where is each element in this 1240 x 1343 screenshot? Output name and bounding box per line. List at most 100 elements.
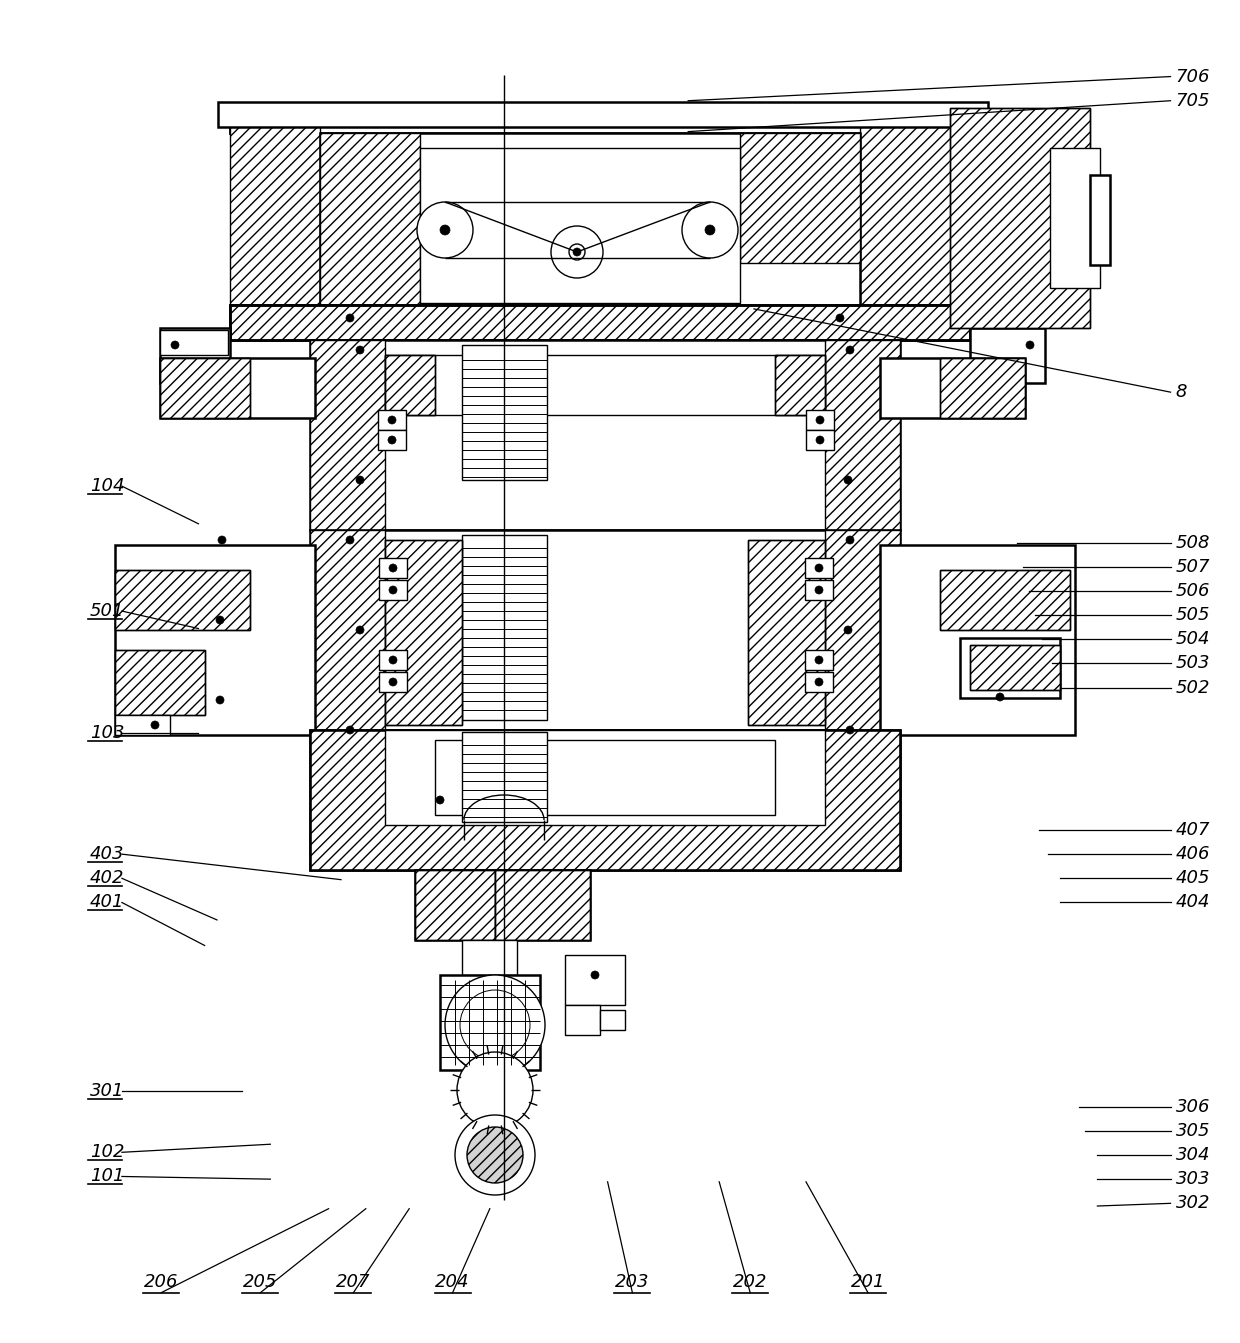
Text: 302: 302 <box>1176 1194 1210 1213</box>
Text: 103: 103 <box>91 724 124 743</box>
Bar <box>940 569 1070 630</box>
Bar <box>384 540 463 725</box>
Bar <box>310 731 900 870</box>
Text: 506: 506 <box>1176 582 1210 600</box>
Circle shape <box>591 971 599 979</box>
Circle shape <box>436 796 444 804</box>
Bar <box>1050 148 1100 287</box>
Circle shape <box>996 693 1004 701</box>
Circle shape <box>346 314 353 322</box>
Text: 203: 203 <box>615 1273 650 1291</box>
Bar <box>160 330 228 355</box>
Text: 305: 305 <box>1176 1121 1210 1140</box>
Text: 102: 102 <box>91 1143 124 1162</box>
Bar <box>384 355 435 415</box>
Text: 206: 206 <box>144 1273 179 1291</box>
Bar <box>950 107 1090 328</box>
Circle shape <box>460 990 529 1060</box>
Bar <box>310 530 900 731</box>
Text: 202: 202 <box>733 1273 768 1291</box>
Bar <box>378 430 405 450</box>
Bar <box>950 107 1090 328</box>
Text: 104: 104 <box>91 477 124 496</box>
Circle shape <box>844 626 852 634</box>
Text: 507: 507 <box>1176 557 1210 576</box>
Circle shape <box>389 655 397 663</box>
Bar <box>748 540 825 725</box>
Bar <box>805 580 833 600</box>
Bar <box>463 345 547 479</box>
Circle shape <box>389 586 397 594</box>
Bar <box>160 328 229 383</box>
Bar <box>805 557 833 577</box>
Text: 101: 101 <box>91 1167 124 1186</box>
Bar <box>463 732 547 822</box>
Bar <box>495 870 590 940</box>
Circle shape <box>846 346 854 355</box>
Bar <box>378 410 405 430</box>
Bar <box>379 650 407 670</box>
Circle shape <box>815 564 823 572</box>
Circle shape <box>816 436 825 445</box>
Bar <box>880 545 1075 735</box>
Circle shape <box>445 975 546 1074</box>
Bar <box>115 714 170 735</box>
Bar <box>748 540 825 725</box>
Text: 502: 502 <box>1176 678 1210 697</box>
Circle shape <box>815 655 823 663</box>
Bar <box>415 870 495 940</box>
Text: 706: 706 <box>1176 67 1210 86</box>
Bar <box>384 731 825 825</box>
Bar <box>880 359 1025 418</box>
Bar <box>115 545 315 735</box>
Bar <box>940 359 1025 418</box>
Text: 304: 304 <box>1176 1146 1210 1164</box>
Circle shape <box>417 201 472 258</box>
Bar <box>160 359 250 418</box>
Bar <box>229 105 970 133</box>
Text: 207: 207 <box>336 1273 371 1291</box>
Bar <box>970 645 1060 690</box>
Bar <box>463 535 547 720</box>
Circle shape <box>569 244 585 261</box>
Bar <box>229 305 970 340</box>
Bar <box>805 672 833 692</box>
Bar <box>310 731 900 870</box>
Text: 303: 303 <box>1176 1170 1210 1189</box>
Text: 301: 301 <box>91 1081 124 1100</box>
Bar <box>115 569 250 630</box>
Text: 505: 505 <box>1176 606 1210 624</box>
Text: 407: 407 <box>1176 821 1210 839</box>
Bar <box>806 410 835 430</box>
Bar <box>1090 175 1110 265</box>
Circle shape <box>388 416 396 424</box>
Bar <box>218 102 988 128</box>
Bar <box>805 650 833 670</box>
Bar <box>310 530 384 731</box>
Bar <box>229 305 970 340</box>
Bar <box>806 430 835 450</box>
Text: 504: 504 <box>1176 630 1210 649</box>
Bar <box>310 340 900 530</box>
Circle shape <box>455 1115 534 1195</box>
Bar <box>420 148 740 304</box>
Circle shape <box>356 475 365 483</box>
Circle shape <box>171 341 179 349</box>
Bar <box>565 1005 600 1035</box>
Circle shape <box>836 314 844 322</box>
Circle shape <box>682 201 738 258</box>
Bar <box>379 580 407 600</box>
Bar <box>960 638 1060 698</box>
Circle shape <box>151 721 159 729</box>
Bar <box>495 870 590 940</box>
Bar <box>160 359 315 418</box>
Circle shape <box>815 586 823 594</box>
Circle shape <box>346 727 353 735</box>
Circle shape <box>356 626 365 634</box>
Circle shape <box>706 226 715 235</box>
Circle shape <box>1025 341 1034 349</box>
Bar <box>415 870 495 940</box>
Bar <box>463 940 517 975</box>
Text: 8: 8 <box>1176 383 1187 402</box>
Circle shape <box>216 696 224 704</box>
